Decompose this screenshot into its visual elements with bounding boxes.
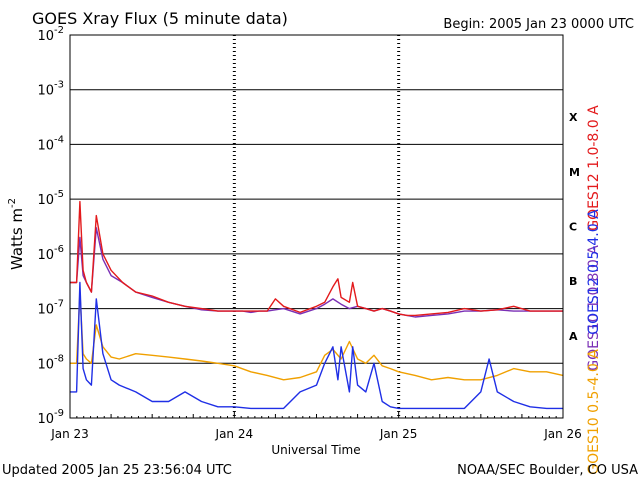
y-axis-label-group: Watts m-2 [7, 198, 26, 270]
series-line-goes12-0-5-4-0-a [70, 281, 563, 410]
flare-class-label: C [569, 221, 577, 234]
series-line-goes10-0-5-4-0-a [70, 291, 564, 381]
y-tick-label: 10-5 [37, 189, 64, 208]
legend-short-group: GOES10 0.5-4.0 A GOES12 0.5-4.0 A [586, 209, 602, 475]
legend-long-group: GOES10 1.0-8.0 A GOES12 1.0-8.0 A [586, 105, 602, 371]
x-tick-label: Jan 24 [215, 427, 254, 441]
updated-timestamp: Updated 2005 Jan 25 23:56:04 UTC [2, 463, 232, 478]
y-tick-label: 10-3 [37, 80, 64, 99]
legend-goes12-short: GOES12 0.5-4.0 A [586, 209, 602, 335]
svg-text:GOES10 0.5-4.0 A GOES12: GOES10 0.5-4.0 A GOES12 0.5-4.0 A [586, 209, 602, 475]
y-tick-label: 10-7 [37, 299, 64, 318]
series-line-goes10-1-0-8-0-a [70, 227, 563, 318]
y-tick-label: 10-4 [37, 134, 64, 153]
y-tick-label: 10-6 [37, 244, 64, 263]
chart-title: GOES Xray Flux (5 minute data) [32, 9, 288, 28]
flare-class-label: X [569, 111, 578, 124]
x-tick-label: Jan 23 [50, 427, 89, 441]
y-axis-label: Watts m [8, 208, 26, 270]
y-tick-labels: 10-2 10-3 10-4 10-5 10-6 10-7 10-8 10-9 [37, 25, 64, 427]
plot-frame [69, 34, 564, 419]
x-tick-labels: Jan 23 Jan 24 Jan 25 Jan 26 [50, 427, 582, 441]
legend-goes10-short: GOES10 0.5-4.0 A [586, 349, 602, 475]
x-axis-label: Universal Time [271, 443, 360, 457]
x-tick-label: Jan 26 [543, 427, 582, 441]
series-line-goes12-1-0-8-0-a [70, 200, 563, 317]
y-tick-label: 10-9 [37, 408, 64, 427]
x-tick-label: Jan 25 [379, 427, 418, 441]
svg-text:GOES10 1.0-8.0 A GOES12: GOES10 1.0-8.0 A GOES12 1.0-8.0 A [586, 105, 602, 371]
y-axis-label-exponent: -2 [7, 198, 18, 208]
legend-goes10-long: GOES10 1.0-8.0 A [586, 245, 602, 371]
svg-text:Watts m-2: Watts m-2 [7, 198, 26, 270]
flare-class-label: A [569, 330, 578, 343]
begin-label: Begin: 2005 Jan 23 0000 UTC [443, 17, 634, 32]
legend-goes12-long: GOES12 1.0-8.0 A [586, 105, 602, 231]
flare-class-label: M [569, 166, 580, 179]
flare-class-label: B [569, 275, 577, 288]
plot-axes [69, 34, 564, 419]
flare-class-labels: X M C B A [569, 111, 580, 343]
data-source: NOAA/SEC Boulder, CO USA [457, 463, 638, 478]
y-tick-label: 10-2 [37, 25, 64, 44]
series-layer [70, 200, 564, 410]
y-tick-label: 10-8 [37, 353, 64, 372]
